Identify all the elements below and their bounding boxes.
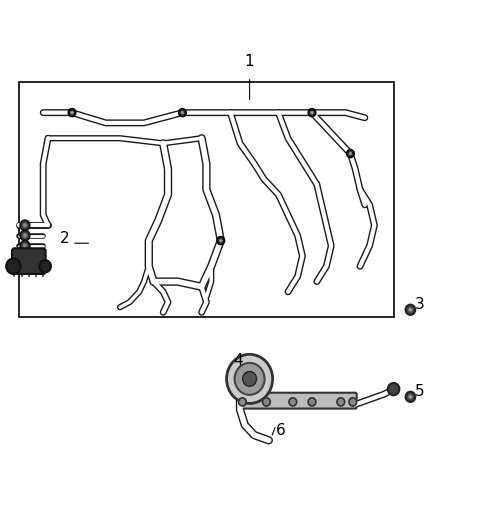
Bar	[19, 82, 394, 317]
Circle shape	[308, 109, 316, 117]
Circle shape	[311, 111, 313, 114]
Circle shape	[349, 152, 352, 155]
Circle shape	[20, 241, 30, 251]
FancyBboxPatch shape	[12, 248, 46, 274]
Text: 4: 4	[233, 353, 242, 369]
Circle shape	[71, 111, 73, 114]
Circle shape	[23, 243, 27, 248]
Circle shape	[243, 372, 256, 386]
Circle shape	[337, 398, 345, 406]
Circle shape	[23, 223, 27, 228]
Text: 1: 1	[245, 54, 254, 69]
Text: 3: 3	[415, 297, 425, 312]
Circle shape	[39, 260, 51, 272]
Circle shape	[20, 220, 30, 230]
Text: 5: 5	[415, 384, 425, 399]
Circle shape	[217, 237, 225, 245]
Circle shape	[388, 383, 399, 395]
Circle shape	[408, 395, 412, 399]
Circle shape	[23, 233, 27, 238]
Circle shape	[308, 398, 316, 406]
Circle shape	[263, 398, 270, 406]
Circle shape	[349, 398, 357, 406]
Circle shape	[6, 259, 21, 274]
Text: 6: 6	[276, 422, 286, 438]
Circle shape	[227, 354, 273, 403]
Circle shape	[347, 150, 354, 158]
Circle shape	[181, 111, 184, 114]
Circle shape	[408, 308, 412, 312]
Circle shape	[68, 109, 76, 117]
Circle shape	[289, 398, 297, 406]
Circle shape	[239, 398, 246, 406]
Circle shape	[219, 239, 222, 242]
FancyBboxPatch shape	[239, 393, 357, 409]
Circle shape	[406, 305, 415, 315]
Circle shape	[179, 109, 186, 117]
Text: 2: 2	[60, 230, 70, 246]
Circle shape	[235, 363, 264, 395]
Circle shape	[406, 392, 415, 402]
Circle shape	[20, 230, 30, 241]
